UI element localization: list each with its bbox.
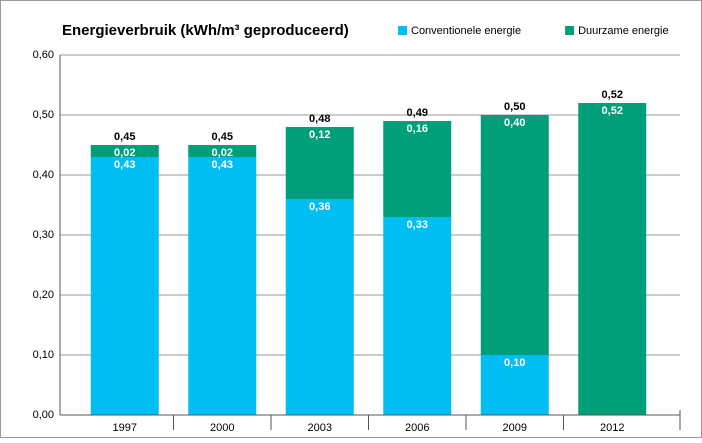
value-label: 0,02 [212,147,233,159]
value-label: 0,33 [407,219,428,231]
x-tick-label: 2003 [308,422,332,434]
bar-segment [383,121,452,217]
y-tick-label: 0,50 [33,109,54,121]
bar-segment [480,115,549,355]
y-tick-label: 0,10 [33,349,54,361]
bar-segment [480,355,549,415]
total-label: 0,45 [114,131,135,143]
value-label: 0,43 [212,159,233,171]
value-label: 0,16 [407,123,428,135]
total-label: 0,52 [602,89,623,101]
y-tick-label: 0,30 [33,229,54,241]
x-tick-label: 2012 [600,422,624,434]
bar-segment [90,145,159,157]
x-tick-label: 2000 [210,422,234,434]
legend-swatch [398,26,407,35]
x-tick-label: 2009 [503,422,527,434]
value-label: 0,10 [504,357,525,369]
legend-label: Duurzame energie [578,25,669,37]
value-label: 0,43 [114,159,135,171]
value-label: 0,02 [114,147,135,159]
value-label: 0,40 [504,117,525,129]
total-label: 0,45 [212,131,233,143]
chart-title: Energieverbruik (kWh/m³ geproduceerd) [62,22,349,39]
total-label: 0,49 [407,107,428,119]
value-label: 0,12 [309,129,330,141]
total-label: 0,48 [309,113,330,125]
y-tick-label: 0,60 [33,49,54,61]
bar-segment [578,103,647,415]
bar-segment [383,217,452,415]
y-tick-label: 0,40 [33,169,54,181]
bar-segment [188,145,257,157]
bar-segment [188,157,257,415]
value-label: 0,52 [602,105,623,117]
value-label: 0,36 [309,201,330,213]
y-tick-label: 0,20 [33,289,54,301]
bar-segment [90,157,159,415]
y-tick-label: 0,00 [33,409,54,421]
total-label: 0,50 [504,101,525,113]
legend-label: Conventionele energie [411,25,521,37]
bar-segment [285,127,354,199]
bar-segment [285,199,354,415]
x-tick-label: 1997 [113,422,137,434]
x-tick-label: 2006 [405,422,429,434]
legend-swatch [565,26,575,35]
